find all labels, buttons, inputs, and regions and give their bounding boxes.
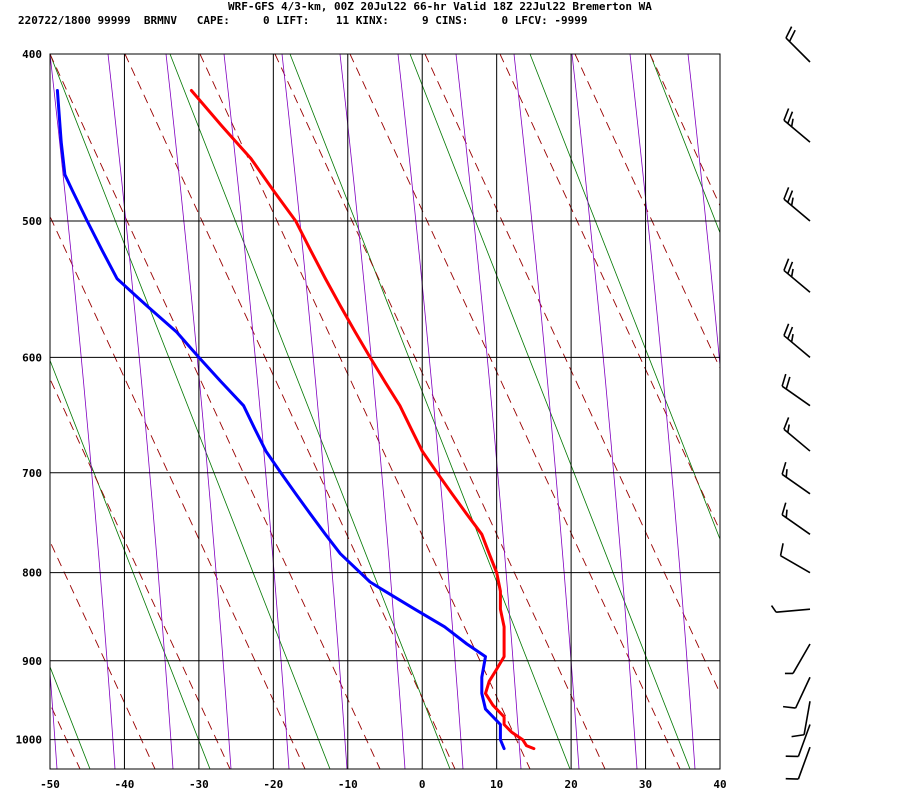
moist-adiabat <box>746 54 811 769</box>
background-lines <box>0 54 900 769</box>
y-tick-label: 700 <box>22 467 42 480</box>
moist-adiabat <box>629 54 696 769</box>
plot-frame <box>49 53 721 770</box>
dry-adiabat <box>574 54 720 370</box>
dry-adiabat <box>499 54 720 532</box>
dry-adiabat <box>0 54 5 769</box>
wind-barb <box>779 543 811 574</box>
wind-barb <box>781 502 811 535</box>
dry-adiabat <box>725 54 900 769</box>
moist-adiabat <box>223 54 290 769</box>
mixing-ratio-line <box>169 54 451 769</box>
dry-adiabat <box>424 54 720 695</box>
moist-adiabat <box>571 54 638 769</box>
wind-barb <box>783 187 811 222</box>
wind-barbs <box>770 26 811 780</box>
y-tick-label: 400 <box>22 48 42 61</box>
moist-adiabat <box>687 54 720 370</box>
wind-barb <box>781 461 811 495</box>
moist-adiabat <box>339 54 406 769</box>
moist-adiabat <box>455 54 522 769</box>
x-tick-label: 30 <box>639 778 652 791</box>
mixing-ratio-line <box>890 54 900 769</box>
moist-adiabat <box>50 54 116 769</box>
wind-barb <box>783 417 811 452</box>
x-tick-label: 20 <box>564 778 577 791</box>
y-tick-label: 800 <box>22 567 42 580</box>
wind-barb <box>781 373 811 407</box>
dry-adiabat <box>199 54 531 769</box>
x-axis-ticks: -50 -40 -30 -20 -10 0 10 20 30 40 <box>40 778 727 791</box>
x-tick-label: 10 <box>490 778 503 791</box>
wind-barb <box>770 605 811 613</box>
temperature-profile <box>189 89 536 751</box>
dry-adiabat <box>349 54 681 769</box>
profiles <box>55 89 536 751</box>
y-tick-label: 900 <box>22 655 42 668</box>
moist-adiabat <box>165 54 232 769</box>
mixing-ratio-line <box>50 54 331 769</box>
moist-adiabat <box>107 54 174 769</box>
moist-adiabat <box>397 54 464 769</box>
dry-adiabat <box>50 377 231 769</box>
mixing-ratio-line <box>770 54 900 769</box>
mixing-ratio-line <box>50 665 91 769</box>
mixing-ratio-line <box>50 359 211 769</box>
dry-adiabat <box>274 54 606 769</box>
dry-adiabat <box>50 215 306 769</box>
moist-adiabat <box>804 54 869 769</box>
x-tick-label: -10 <box>338 778 358 791</box>
moist-adiabat <box>513 54 580 769</box>
dry-adiabat <box>875 54 900 769</box>
y-axis-ticks: 400 500 600 700 800 900 1000 <box>16 48 43 747</box>
y-tick-label: 600 <box>22 351 42 364</box>
mixing-ratio-line <box>649 54 720 234</box>
wind-barb <box>782 676 811 709</box>
chart-title: WRF-GFS 4/3-km, 00Z 20Jul22 66-hr Valid … <box>228 0 652 13</box>
x-tick-label: -50 <box>40 778 60 791</box>
dry-adiabat <box>50 54 381 769</box>
wind-barb <box>783 323 811 359</box>
dewpoint-profile <box>55 89 506 751</box>
x-tick-label: -30 <box>189 778 209 791</box>
mixing-ratio-line <box>289 54 571 769</box>
wind-barb <box>785 26 811 63</box>
wind-barb <box>785 724 811 758</box>
x-tick-label: -40 <box>115 778 135 791</box>
y-tick-label: 500 <box>22 215 42 228</box>
wind-barb <box>783 108 811 143</box>
moist-adiabat <box>281 54 348 769</box>
x-tick-label: 40 <box>713 778 726 791</box>
mixing-ratio-line <box>529 54 720 541</box>
wind-barb <box>783 258 811 293</box>
chart-stats-line: 220722/1800 99999 BRMNV CAPE: 0 LIFT: 11… <box>18 14 588 27</box>
x-tick-label: -20 <box>263 778 283 791</box>
y-tick-label: 1000 <box>16 734 43 747</box>
wind-barb <box>784 643 811 675</box>
dry-adiabat <box>124 54 456 769</box>
wind-barb <box>791 701 811 738</box>
wind-barb <box>785 746 811 780</box>
x-tick-label: 0 <box>419 778 426 791</box>
grid <box>50 54 720 769</box>
dry-adiabat <box>800 54 900 769</box>
